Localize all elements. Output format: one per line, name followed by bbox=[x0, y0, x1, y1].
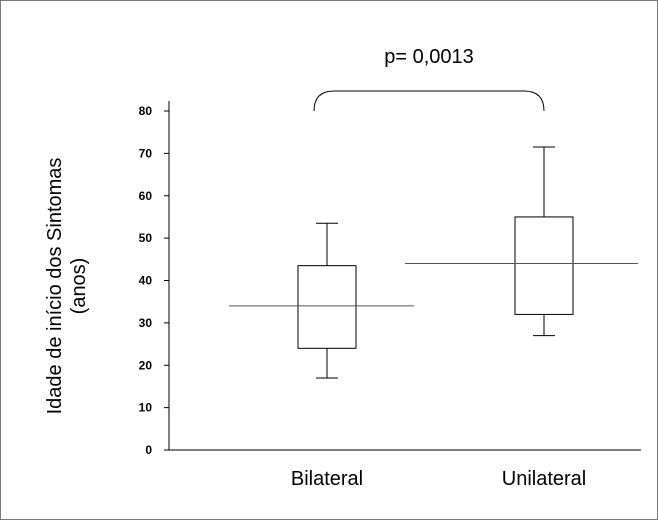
y-axis-title-line2: (anos) bbox=[68, 258, 90, 315]
y-tick-label: 0 bbox=[145, 443, 152, 457]
iqr-box bbox=[297, 265, 357, 349]
y-axis-title-line1: Idade de início dos Sintomas bbox=[44, 158, 66, 415]
y-tick-label: 30 bbox=[139, 316, 153, 330]
x-category-label: Unilateral bbox=[502, 468, 586, 490]
y-tick-label: 60 bbox=[139, 189, 153, 203]
y-tick-label: 20 bbox=[139, 358, 153, 372]
y-tick-label: 10 bbox=[139, 401, 153, 415]
y-tick-label: 70 bbox=[139, 146, 153, 160]
y-tick-label: 80 bbox=[139, 104, 153, 118]
box-unilateral bbox=[405, 146, 638, 337]
iqr-box bbox=[514, 216, 574, 315]
x-category-label: Bilateral bbox=[291, 468, 363, 490]
box-bilateral bbox=[229, 222, 414, 379]
y-tick-label: 50 bbox=[139, 231, 153, 245]
significance-bracket bbox=[313, 90, 545, 112]
p-value-annotation: p= 0,0013 bbox=[384, 46, 474, 68]
y-tick-label: 40 bbox=[139, 274, 153, 288]
